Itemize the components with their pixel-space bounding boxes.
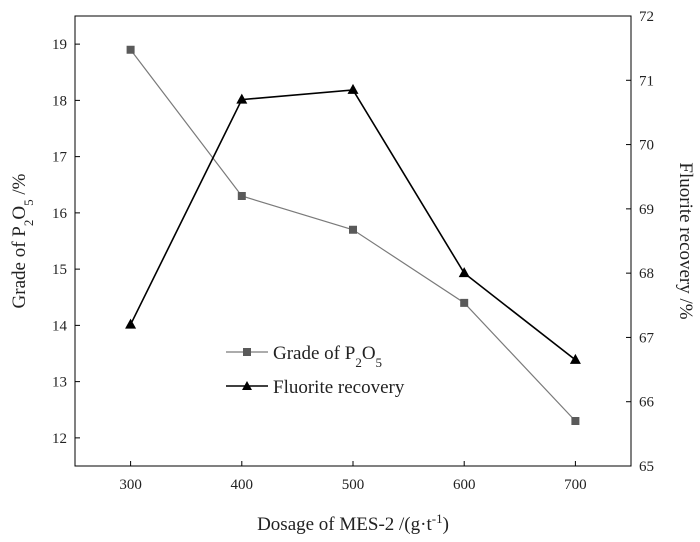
x-axis: 300 400 500 600 700 [119,461,587,493]
x-tick-label: 600 [453,477,476,493]
x-tick-label: 500 [342,477,365,493]
left-y-axis-title: Grade of P2O5 /% [9,173,36,308]
grade-data-point [237,192,246,200]
left-tick-label: 14 [52,318,68,334]
right-tick-label: 69 [639,202,654,218]
left-tick-label: 19 [52,37,67,53]
legend-grade-label: Grade of P2O5 [273,343,382,370]
recovery-data-point [125,318,137,329]
legend-recovery-marker [242,381,252,390]
grade-data-point [126,45,135,54]
right-tick-label: 68 [639,266,654,282]
left-tick-label: 18 [52,93,67,109]
right-tick-label: 67 [639,330,655,346]
x-axis-title: Dosage of MES-2 /(g·t-1) [257,511,449,536]
recovery-data-point [236,93,248,104]
grade-series-line [130,49,576,422]
x-tick-label: 400 [231,477,254,493]
x-tick-label: 700 [564,477,587,493]
recovery-series-line [129,89,576,361]
left-tick-label: 16 [52,206,68,222]
left-tick-label: 17 [52,150,68,166]
grade-data-point [349,225,357,234]
right-tick-label: 70 [639,138,654,154]
right-tick-label: 65 [639,459,654,475]
left-tick-label: 12 [52,431,67,447]
right-y-axis-title: Fluorite recovery /% [675,162,696,319]
plot-frame [74,15,632,467]
legend-grade-marker [243,348,251,356]
right-y-axis: 65 66 67 68 69 70 71 72 [626,9,655,475]
legend: Grade of P2O5 Fluorite recovery [226,343,405,398]
right-tick-label: 71 [639,73,654,89]
legend-item-recovery: Fluorite recovery [226,377,405,398]
left-tick-label: 13 [52,375,67,391]
legend-recovery-label: Fluorite recovery [273,377,405,398]
recovery-data-point [458,267,470,278]
recovery-data-point [569,353,581,364]
grade-data-point [460,298,469,307]
grade-data-point [571,417,580,425]
series-layer [125,45,581,425]
recovery-data-point [347,83,359,94]
left-y-axis: 12 13 14 15 16 17 18 19 [52,37,80,447]
right-tick-label: 66 [639,395,655,411]
left-tick-label: 15 [52,262,67,278]
right-tick-label: 72 [639,9,654,25]
x-tick-label: 300 [119,477,142,493]
legend-item-grade: Grade of P2O5 [226,343,382,370]
